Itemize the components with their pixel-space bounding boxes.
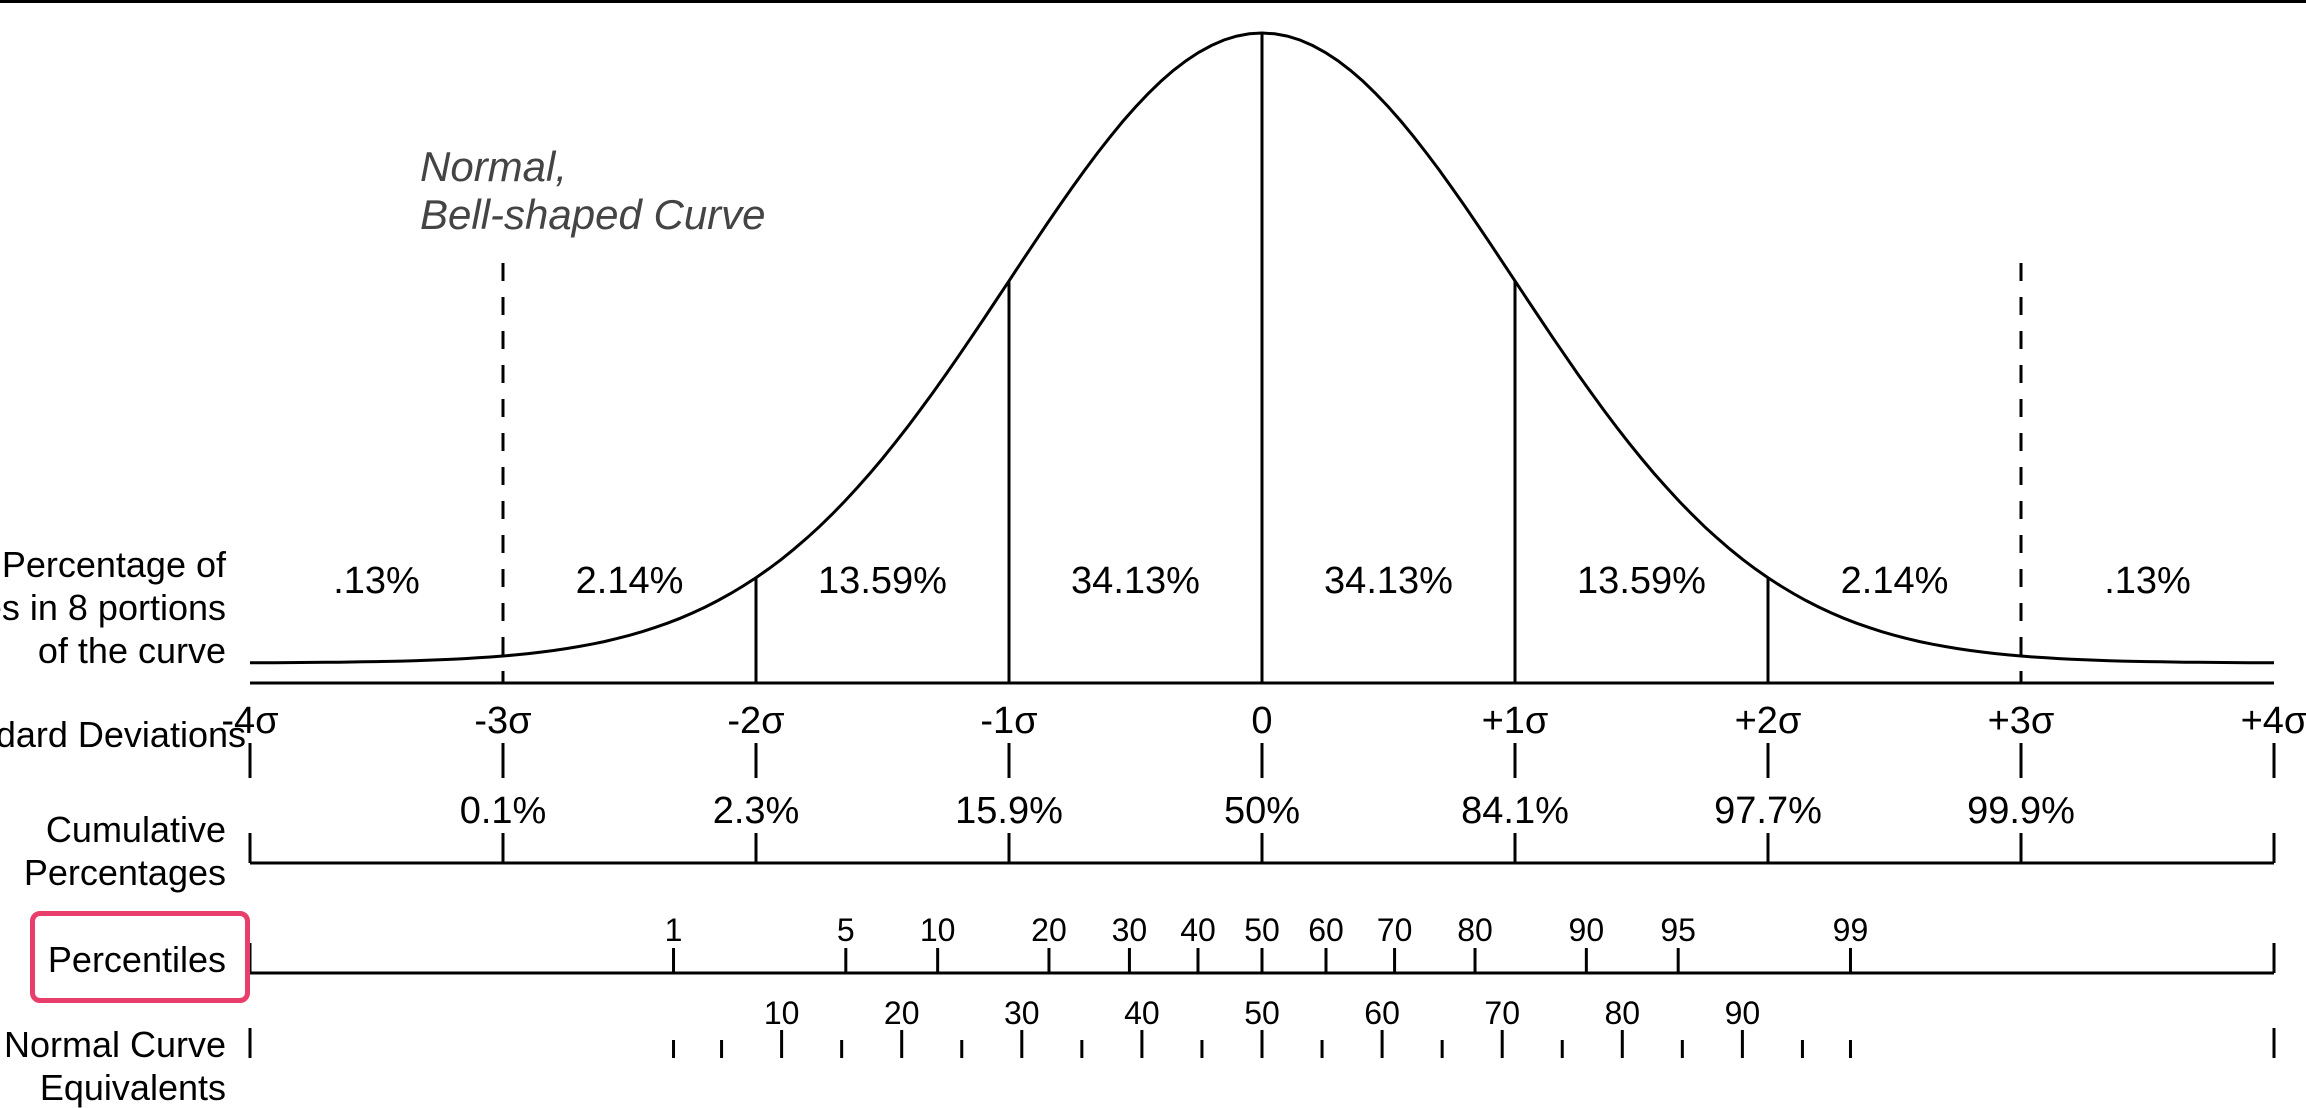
portion-pct: 13.59% [1577, 560, 1706, 602]
portion-pct: 34.13% [1324, 560, 1453, 602]
nce-label: 80 [1604, 995, 1640, 1031]
cum-label: 15.9% [955, 790, 1063, 832]
nce-label: 70 [1484, 995, 1520, 1031]
portion-pct: .13% [2104, 560, 2191, 602]
sigma-label: -2σ [727, 700, 784, 742]
nce-label: 10 [764, 995, 800, 1031]
sigma-label: +1σ [1482, 700, 1549, 742]
pct-label: 90 [1569, 912, 1605, 948]
title-line-2: Bell-shaped Curve [420, 191, 766, 239]
pct-label: 30 [1112, 912, 1148, 948]
pct-label: 10 [920, 912, 956, 948]
label-cumulative: Cumulative Percentages [0, 808, 226, 894]
pct-label: 99 [1833, 912, 1869, 948]
cum-label: 84.1% [1461, 790, 1569, 832]
label-nce: Normal Curve Equivalents [0, 1023, 226, 1108]
portion-pct: .13% [333, 560, 420, 602]
pct-label: 20 [1031, 912, 1067, 948]
title-line-1: Normal, [420, 143, 766, 191]
pct-label: 80 [1457, 912, 1493, 948]
nce-label: 30 [1004, 995, 1040, 1031]
pct-label: 95 [1660, 912, 1696, 948]
cum-label: 0.1% [460, 790, 547, 832]
pct-label: 1 [665, 912, 683, 948]
sigma-label: +2σ [1735, 700, 1802, 742]
nce-label: 60 [1364, 995, 1400, 1031]
cum-label: 50% [1224, 790, 1300, 832]
portion-pct: 13.59% [818, 560, 947, 602]
plot-svg: .13% 2.14% 13.59% 34.13% 34.13% 13.59% 2.14% .1… [0, 3, 2306, 1108]
diagram-title: Normal, Bell-shaped Curve [420, 143, 766, 239]
percentiles-highlight [30, 911, 250, 1003]
label-portions: Percentage of cases in 8 portions of the… [0, 543, 226, 673]
label-sd: Standard Deviations [0, 713, 246, 756]
sigma-label: +3σ [1988, 700, 2055, 742]
nce-label: 50 [1244, 995, 1280, 1031]
pct-label: 60 [1308, 912, 1344, 948]
sigma-label: 0 [1251, 700, 1272, 742]
portion-pct: 2.14% [1841, 560, 1949, 602]
cum-label: 2.3% [713, 790, 800, 832]
nce-label: 40 [1124, 995, 1160, 1031]
nce-label: 90 [1725, 995, 1761, 1031]
pct-label: 5 [837, 912, 855, 948]
sigma-label: +4σ [2241, 700, 2306, 742]
sigma-label: -1σ [980, 700, 1037, 742]
cum-label: 99.9% [1967, 790, 2075, 832]
pct-label: 70 [1377, 912, 1413, 948]
sigma-label: -3σ [474, 700, 531, 742]
pct-label: 40 [1180, 912, 1216, 948]
nce-label: 20 [884, 995, 920, 1031]
pct-label: 50 [1244, 912, 1280, 948]
normal-curve-diagram: Normal, Bell-shaped Curve Percentage of … [0, 0, 2306, 1108]
cum-label: 97.7% [1714, 790, 1822, 832]
portion-pct: 2.14% [576, 560, 684, 602]
portion-pct: 34.13% [1071, 560, 1200, 602]
